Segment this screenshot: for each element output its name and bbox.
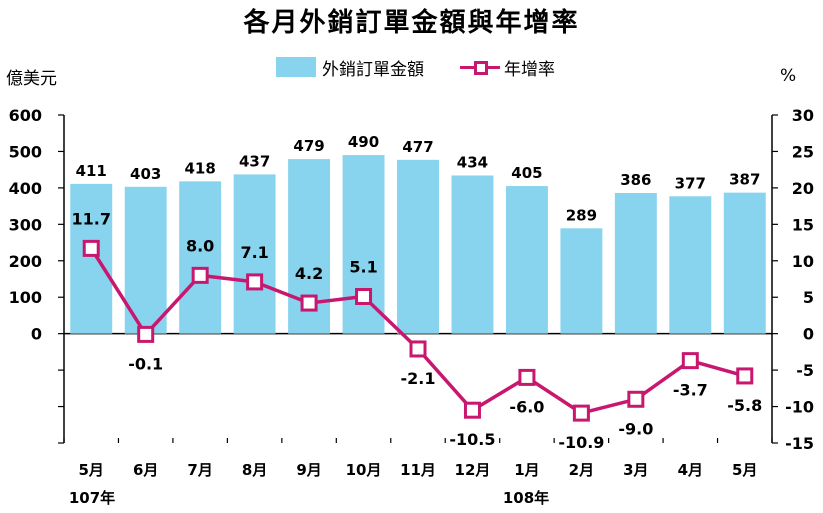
y-right-tick-label: 10: [792, 252, 814, 271]
rate-value-label: -9.0: [618, 419, 653, 438]
rate-value-label: -10.5: [449, 430, 495, 449]
legend: 外銷訂單金額 年增率: [276, 55, 555, 80]
rate-marker-0: [82, 239, 100, 257]
rate-marker-6: [409, 340, 427, 358]
rate-marker-9: [572, 404, 590, 422]
year-label-108: 108年: [502, 489, 550, 507]
bar-12: [723, 192, 766, 334]
y-left-tick-label: 500: [9, 142, 42, 161]
y-right-tick-label: 0: [803, 325, 814, 344]
bar-value-label: 377: [675, 174, 706, 192]
y-right-tick-label: 5: [803, 288, 814, 307]
category-label: 10月: [346, 461, 382, 479]
rate-value-label: -0.1: [128, 354, 163, 373]
category-label: 8月: [242, 461, 267, 479]
y-axis-left-label: 億美元: [6, 69, 57, 89]
y-left-tick-label: 300: [9, 215, 42, 234]
bar-value-label: 411: [76, 162, 107, 180]
y-left-tick-label: 400: [9, 179, 42, 198]
y-left-tick-label: 200: [9, 252, 42, 271]
year-label-107: 107年: [68, 489, 116, 507]
rate-marker-3: [246, 273, 264, 291]
bar-value-label: 403: [130, 165, 161, 183]
category-label: 5月: [79, 461, 104, 479]
bar-3: [233, 174, 276, 334]
y-left-tick-label: 600: [9, 106, 42, 125]
bar-value-label: 405: [511, 164, 542, 182]
legend-line-label: 年增率: [504, 59, 555, 80]
y-axis-right-label: %: [780, 66, 797, 86]
chart-title: 各月外銷訂單金額與年增率: [243, 8, 580, 38]
bar-10: [614, 192, 657, 334]
bar-value-label: 490: [348, 133, 379, 151]
bar-value-label: 434: [457, 153, 488, 171]
rate-marker-10: [627, 390, 645, 408]
bar-value-label: 477: [402, 138, 433, 156]
bar-11: [669, 196, 712, 334]
bar-value-label: 386: [620, 171, 651, 189]
category-label: 1月: [514, 461, 539, 479]
rate-value-label: -3.7: [673, 381, 708, 400]
rate-value-label: 5.1: [349, 257, 377, 276]
bar-5: [342, 155, 385, 334]
rate-marker-1: [137, 325, 155, 343]
rate-marker-11: [681, 352, 699, 370]
y-right-tick-label: -15: [785, 434, 814, 453]
rate-value-label: 4.2: [295, 264, 323, 283]
rate-value-label: 11.7: [71, 209, 110, 228]
bar-value-label: 479: [293, 137, 324, 155]
category-label: 5月: [732, 461, 757, 479]
rate-marker-2: [191, 266, 209, 284]
rate-value-label: 7.1: [240, 243, 268, 262]
y-left-tick-label: 100: [9, 288, 42, 307]
rate-marker-4: [300, 294, 318, 312]
bar-0: [70, 183, 113, 334]
legend-bar-label: 外銷訂單金額: [322, 59, 424, 80]
bar-6: [397, 159, 439, 334]
y-left-tick-label: 0: [31, 325, 42, 344]
bar-8: [505, 186, 548, 334]
y-right-tick-label: 20: [792, 179, 814, 198]
bar-value-label: 437: [239, 152, 270, 170]
rate-value-label: -6.0: [509, 397, 544, 416]
rate-value-label: 8.0: [186, 236, 214, 255]
rate-value-label: -2.1: [401, 369, 436, 388]
rate-marker-8: [518, 368, 536, 386]
y-right-tick-label: 25: [792, 142, 814, 161]
category-label: 7月: [187, 461, 212, 479]
bar-2: [179, 181, 222, 334]
category-label: 11月: [400, 461, 436, 479]
category-label: 9月: [296, 461, 321, 479]
category-label: 2月: [569, 461, 594, 479]
legend-bar-swatch: [276, 57, 316, 77]
category-label: 6月: [133, 461, 158, 479]
bar-value-label: 418: [184, 159, 215, 177]
y-right-tick-label: -10: [785, 398, 814, 417]
rate-value-label: -10.9: [558, 433, 604, 452]
bar-value-label: 387: [729, 171, 760, 189]
bar-value-label: 289: [566, 206, 597, 224]
rate-marker-12: [736, 367, 754, 385]
bar-9: [560, 228, 603, 334]
rate-marker-7: [463, 401, 481, 419]
y-right-tick-label: -5: [796, 361, 814, 380]
bar-7: [451, 175, 494, 334]
rate-value-label: -5.8: [727, 396, 762, 415]
y-right-tick-label: 15: [792, 215, 814, 234]
category-label: 4月: [678, 461, 703, 479]
y-right-tick-label: 30: [792, 106, 814, 125]
category-label: 3月: [623, 461, 648, 479]
rate-marker-5: [355, 287, 373, 305]
category-label: 12月: [455, 461, 491, 479]
legend-line-swatch: [460, 57, 500, 77]
